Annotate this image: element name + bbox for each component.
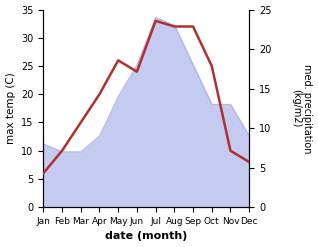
Y-axis label: max temp (C): max temp (C) bbox=[5, 72, 16, 144]
X-axis label: date (month): date (month) bbox=[105, 231, 187, 242]
Y-axis label: med. precipitation
(kg/m2): med. precipitation (kg/m2) bbox=[291, 64, 313, 153]
